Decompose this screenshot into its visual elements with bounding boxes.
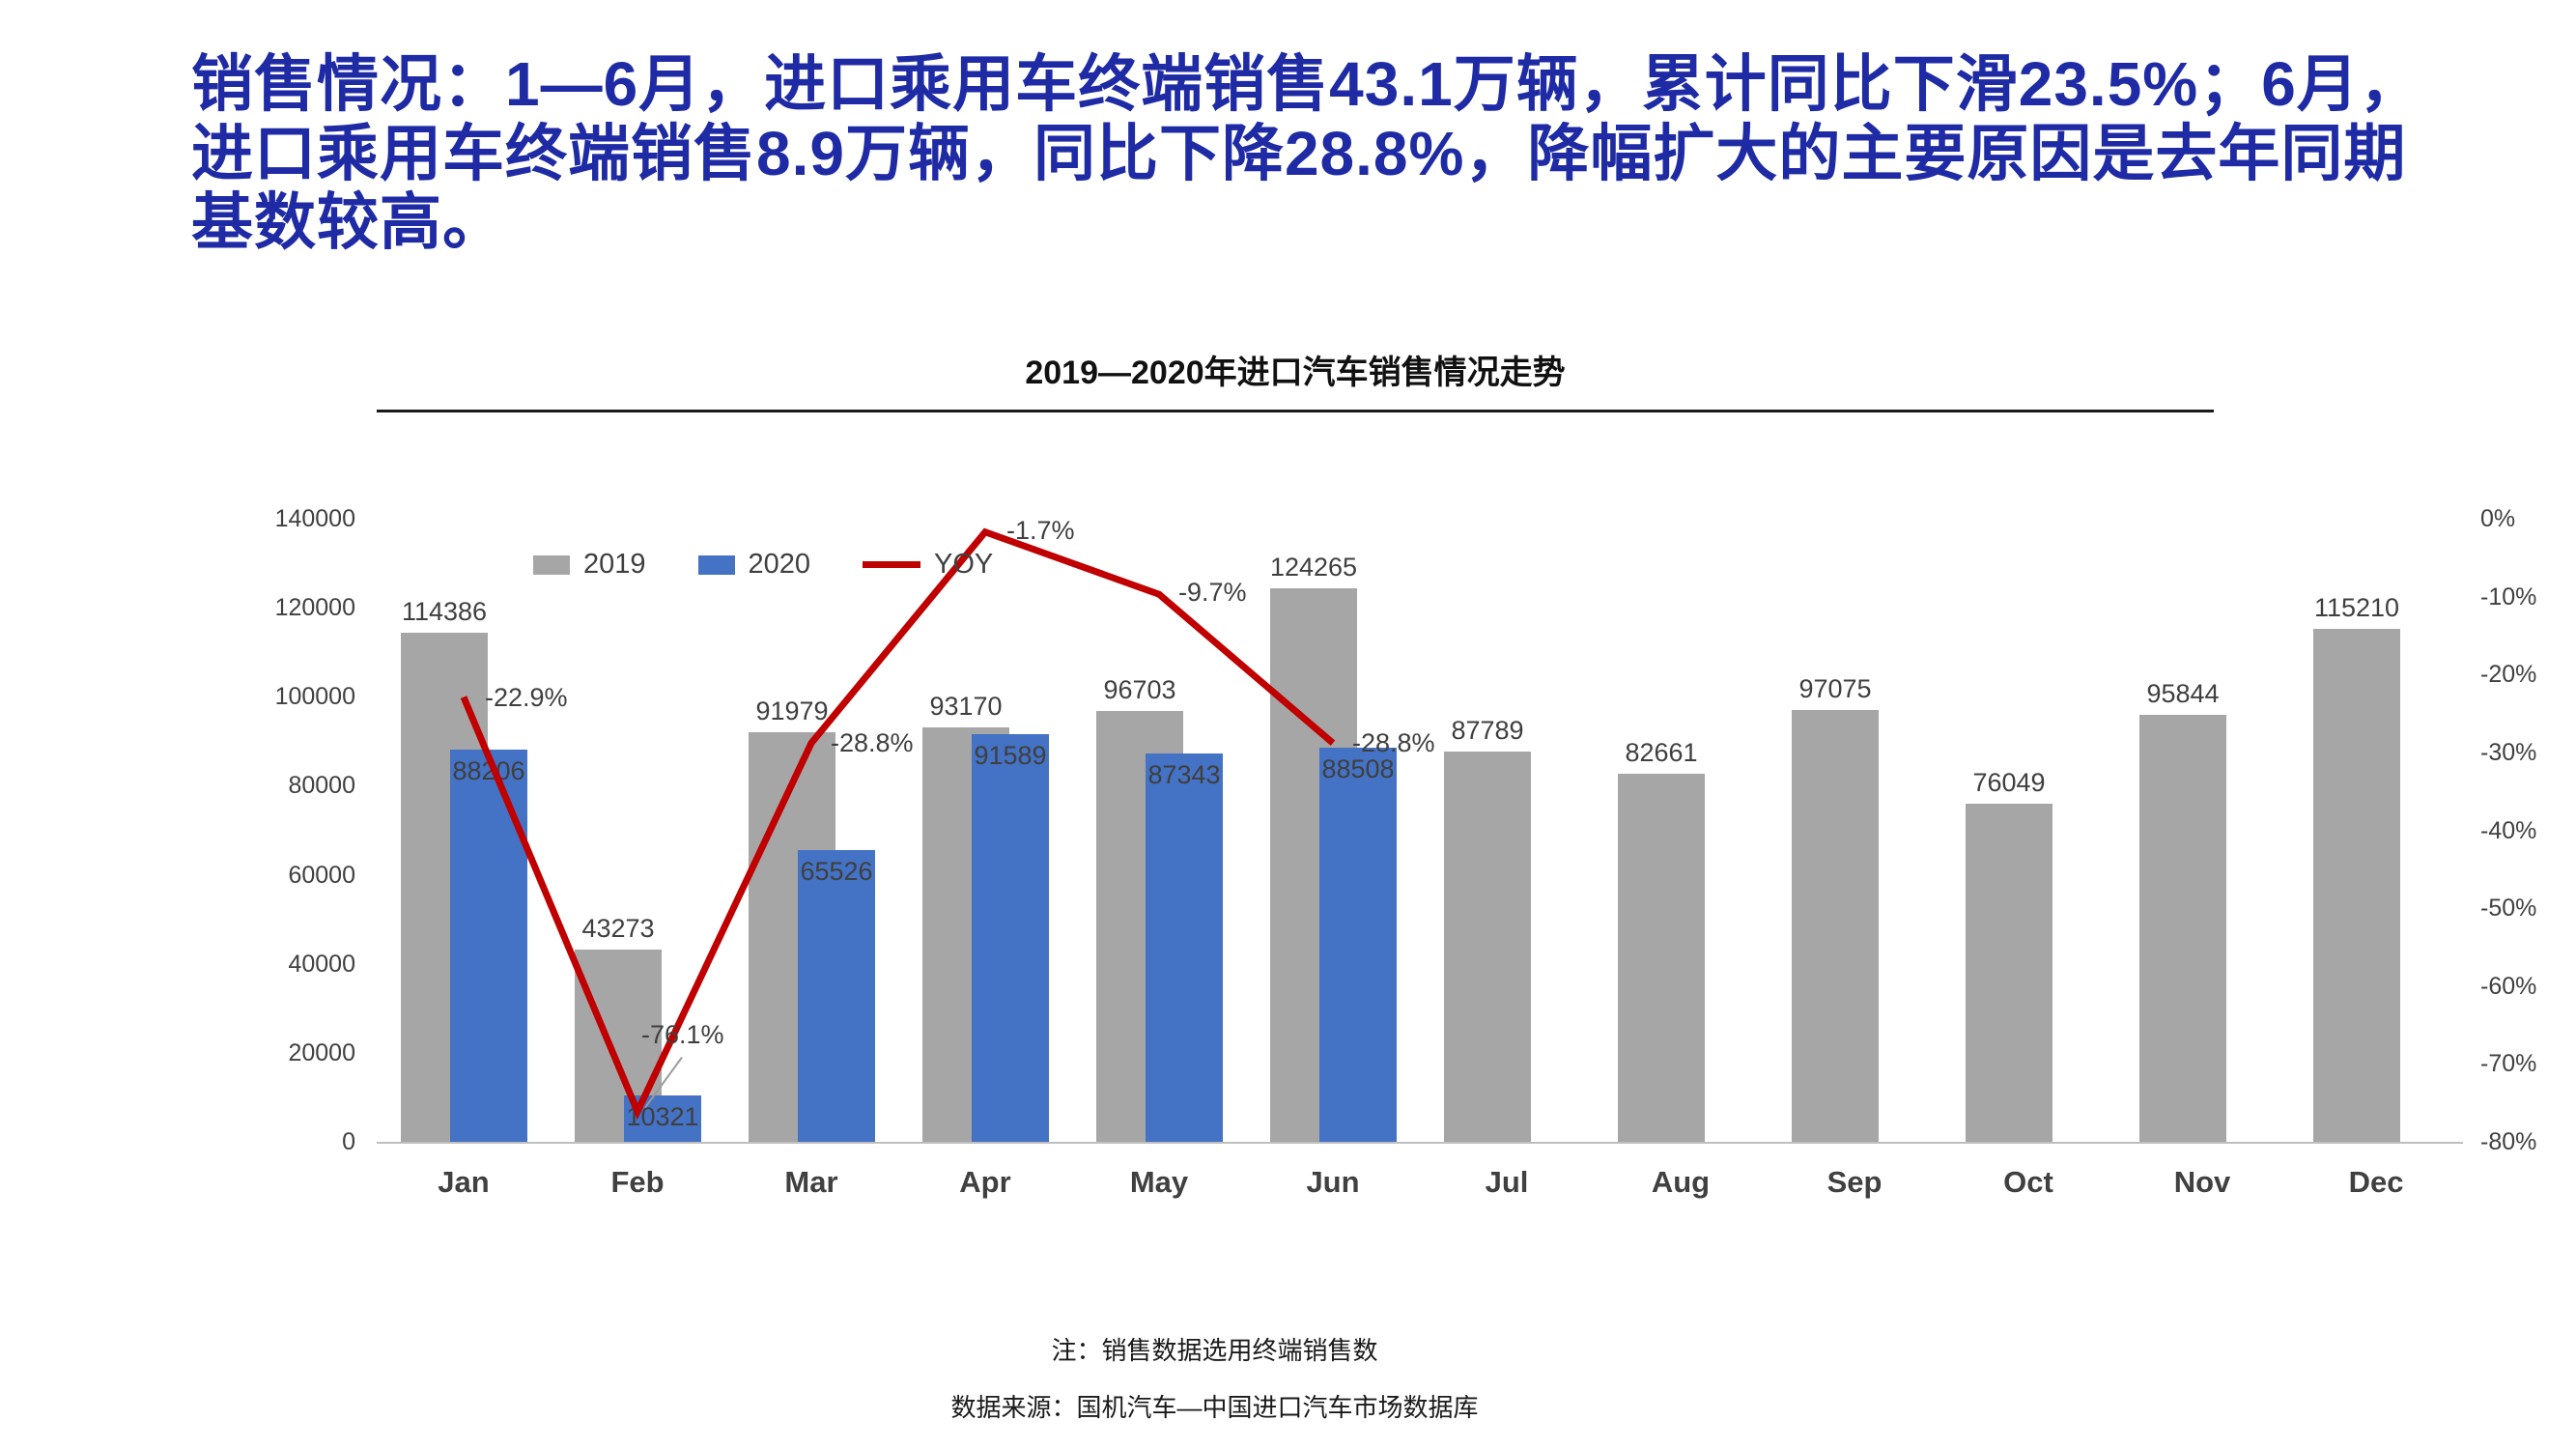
bar-2019-value: 97075 [1798,673,1872,703]
x-axis-label: Feb [610,1165,665,1199]
bar-2019-value: 115210 [2313,593,2400,623]
bar-2020-value: 65526 [800,857,873,887]
source-line: 数据来源：国机汽车—中国进口汽车市场数据库 [950,1393,1479,1422]
bar-2020-value: 87343 [1147,759,1221,789]
yoy-value-label: -28.8% [1352,728,1435,758]
y-axis-tick-right: -60% [2480,972,2537,1000]
x-axis-label: Sep [1826,1165,1882,1199]
y-axis-tick-right: -10% [2480,582,2537,611]
bar-2019-value: 95844 [2146,679,2220,709]
legend-swatch-2019 [533,554,570,575]
x-axis-label: Apr [959,1165,1011,1199]
y-axis-tick-left: 80000 [288,772,355,800]
x-axis-label: Nov [2173,1165,2231,1199]
y-axis-tick-left: 140000 [274,505,355,532]
bar-2019 [1792,709,1879,1142]
x-axis-label: Mar [784,1165,838,1199]
note-line: 注：销售数据选用终端销售数 [1051,1336,1378,1365]
bar-2019 [1966,803,2052,1142]
bar-2020 [450,749,527,1142]
bar-2019 [1444,751,1531,1142]
bar-2019-value: 96703 [1103,675,1176,705]
legend-label-2020: 2020 [748,549,811,580]
legend-swatch-2020 [697,554,735,575]
bar-2019-value: 76049 [1972,767,2046,797]
x-axis-label: Jun [1306,1165,1360,1199]
chart-title-underline [377,410,2214,412]
yoy-value-label: -28.8% [831,728,914,758]
y-axis-tick-left: 60000 [288,861,355,889]
legend-item-2019: 2019 [533,549,646,581]
y-axis-tick-left: 40000 [288,950,355,978]
bar-2020 [798,850,875,1142]
chart-legend: 2019 2020 YOY [533,549,993,581]
bar-2020-value: 91589 [974,741,1047,771]
y-axis-tick-right: -20% [2480,661,2537,689]
legend-item-yoy: YOY [863,549,993,581]
x-axis-label: Oct [2003,1165,2053,1199]
legend-label-2019: 2019 [583,549,646,580]
x-axis-label: May [1129,1165,1189,1199]
yoy-value-label: -76.1% [641,1019,724,1049]
y-axis-tick-right: -70% [2480,1050,2537,1078]
y-axis-tick-right: -50% [2480,895,2537,923]
bar-2019-value: 91979 [755,696,829,726]
y-axis-tick-left: 120000 [274,594,355,622]
bar-2019-value: 82661 [1625,738,1698,768]
chart-title: 2019—2020年进口汽车销售情况走势 [1025,355,1566,391]
bar-2020-value: 88206 [452,755,525,785]
bar-2020 [1319,748,1397,1142]
x-axis-line [377,1142,2463,1144]
bar-2019-value: 43273 [581,913,655,943]
legend-item-2020: 2020 [697,549,811,581]
legend-label-yoy: YOY [934,549,994,580]
yoy-value-label: -22.9% [485,682,568,712]
bar-2019-value: 93170 [929,691,1003,721]
y-axis-tick-right: -80% [2480,1128,2537,1155]
footnotes: 注：销售数据选用终端销售数 数据来源：国机汽车—中国进口汽车市场数据库 [0,1331,2429,1424]
x-axis-label: Jan [438,1165,490,1199]
bar-2020-value: 10321 [626,1102,699,1132]
bar-2019-value: 87789 [1451,715,1524,745]
page-title: 销售情况：1—6月，进口乘用车终端销售43.1万辆，累计同比下滑23.5%；6月… [191,49,2422,258]
bar-2019 [2313,629,2400,1142]
yoy-value-label: -1.7% [1006,515,1075,545]
yoy-value-label: -9.7% [1178,578,1247,608]
bar-2020 [1146,753,1223,1142]
y-axis-tick-left: 0 [342,1128,355,1155]
y-axis-tick-right: -40% [2480,816,2537,844]
y-axis-tick-left: 20000 [288,1038,355,1066]
bar-2019-value: 114386 [401,597,488,626]
x-axis-label: Aug [1651,1165,1711,1199]
bar-2020 [972,734,1049,1142]
y-axis-tick-right: -30% [2480,738,2537,766]
bar-2019 [2139,715,2226,1142]
y-axis-tick-left: 100000 [274,683,355,711]
bar-2019 [1618,774,1705,1142]
bar-2019-value: 124265 [1269,553,1358,582]
x-axis-label: Dec [2348,1165,2404,1199]
legend-swatch-yoy [863,561,921,568]
x-axis-label: Jul [1485,1165,1529,1199]
y-axis-tick-right: 0% [2480,505,2516,532]
